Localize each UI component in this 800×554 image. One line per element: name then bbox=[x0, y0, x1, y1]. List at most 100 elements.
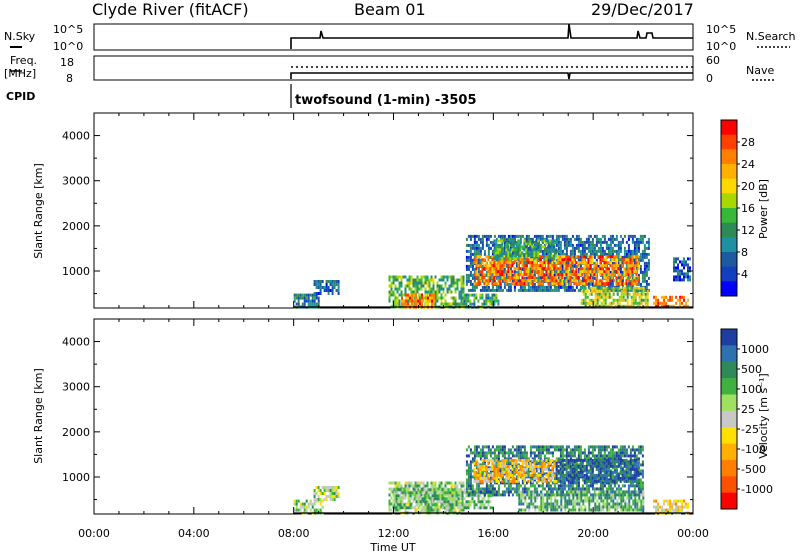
data-cell bbox=[462, 275, 465, 279]
data-cell bbox=[503, 234, 506, 238]
data-cell bbox=[575, 464, 578, 468]
data-cell bbox=[465, 273, 468, 277]
data-cell bbox=[643, 261, 646, 265]
data-cell bbox=[561, 470, 564, 474]
data-cell bbox=[521, 264, 524, 268]
data-cell bbox=[600, 289, 603, 293]
data-cell bbox=[489, 451, 492, 455]
data-cell bbox=[519, 470, 522, 474]
data-cell bbox=[599, 484, 602, 488]
data-cell bbox=[547, 267, 550, 271]
data-cell bbox=[551, 467, 554, 471]
data-cell bbox=[579, 454, 582, 458]
data-cell bbox=[293, 293, 296, 297]
data-cell bbox=[640, 292, 643, 296]
data-cell bbox=[491, 276, 494, 280]
data-cell bbox=[438, 508, 441, 512]
data-cell bbox=[563, 252, 566, 256]
data-cell bbox=[333, 498, 336, 501]
data-cell bbox=[557, 249, 560, 253]
data-cell bbox=[547, 476, 550, 480]
data-cell bbox=[489, 473, 492, 477]
data-cell bbox=[401, 491, 404, 495]
data-cell bbox=[507, 288, 510, 292]
data-cell bbox=[454, 508, 457, 512]
data-cell bbox=[602, 295, 605, 299]
data-cell bbox=[437, 500, 440, 504]
data-cell bbox=[471, 500, 474, 504]
data-cell bbox=[293, 508, 296, 512]
data-cell bbox=[595, 282, 598, 286]
data-cell bbox=[327, 286, 330, 289]
data-cell bbox=[487, 282, 490, 286]
data-cell bbox=[591, 484, 594, 488]
data-cell bbox=[440, 302, 443, 306]
data-cell bbox=[601, 249, 604, 253]
data-cell bbox=[613, 451, 616, 455]
data-cell bbox=[404, 508, 407, 512]
data-cell bbox=[583, 282, 586, 286]
data-cell bbox=[412, 296, 415, 300]
data-cell bbox=[647, 243, 650, 247]
data-cell bbox=[589, 279, 592, 283]
data-cell bbox=[557, 282, 560, 286]
data-cell bbox=[616, 286, 619, 290]
data-cell bbox=[541, 476, 544, 480]
data-cell bbox=[517, 454, 520, 458]
data-cell bbox=[573, 473, 576, 477]
data-cell bbox=[531, 484, 534, 488]
data-cell bbox=[410, 484, 413, 488]
data-cell bbox=[609, 246, 612, 250]
data-cell bbox=[675, 301, 678, 305]
data-cell bbox=[577, 464, 580, 468]
data-cell bbox=[519, 448, 522, 452]
data-cell bbox=[635, 237, 638, 241]
data-cell bbox=[505, 470, 508, 474]
data-cell bbox=[479, 490, 482, 494]
data-cell bbox=[677, 278, 679, 282]
data-cell bbox=[497, 473, 500, 477]
data-cell bbox=[491, 264, 494, 268]
power-ylabel: Slant Range [km] bbox=[32, 163, 45, 259]
data-cell bbox=[607, 279, 610, 283]
data-cell bbox=[604, 289, 607, 293]
data-cell bbox=[543, 267, 546, 271]
data-cell bbox=[438, 481, 441, 485]
data-cell bbox=[673, 260, 675, 264]
data-cell bbox=[551, 279, 554, 283]
data-cell bbox=[462, 278, 465, 282]
data-cell bbox=[495, 458, 498, 462]
data-cell bbox=[511, 234, 514, 238]
data-cell bbox=[431, 497, 434, 501]
data-cell bbox=[627, 288, 630, 292]
data-cell bbox=[595, 237, 598, 241]
data-cell bbox=[533, 276, 536, 280]
data-cell bbox=[573, 288, 576, 292]
data-cell bbox=[567, 276, 570, 280]
data-cell bbox=[622, 298, 625, 302]
data-cell bbox=[467, 472, 470, 476]
data-cell bbox=[527, 479, 530, 483]
data-cell bbox=[454, 299, 457, 303]
data-cell bbox=[483, 302, 486, 306]
data-cell bbox=[423, 506, 426, 510]
data-cell bbox=[489, 490, 492, 494]
data-cell bbox=[633, 493, 636, 497]
data-cell bbox=[605, 240, 608, 244]
data-cell bbox=[543, 476, 546, 480]
data-cell bbox=[501, 464, 504, 468]
data-cell bbox=[477, 454, 480, 458]
data-cell bbox=[487, 487, 490, 491]
data-cell bbox=[434, 481, 437, 485]
data-cell bbox=[461, 494, 464, 498]
data-cell bbox=[590, 292, 593, 296]
data-cell bbox=[607, 454, 610, 458]
data-cell bbox=[577, 458, 580, 462]
data-cell bbox=[477, 490, 480, 494]
data-cell bbox=[432, 484, 435, 488]
data-cell bbox=[545, 467, 548, 471]
data-cell bbox=[477, 473, 480, 477]
data-cell bbox=[469, 302, 472, 306]
data-cell bbox=[416, 278, 419, 282]
data-cell bbox=[631, 234, 634, 238]
